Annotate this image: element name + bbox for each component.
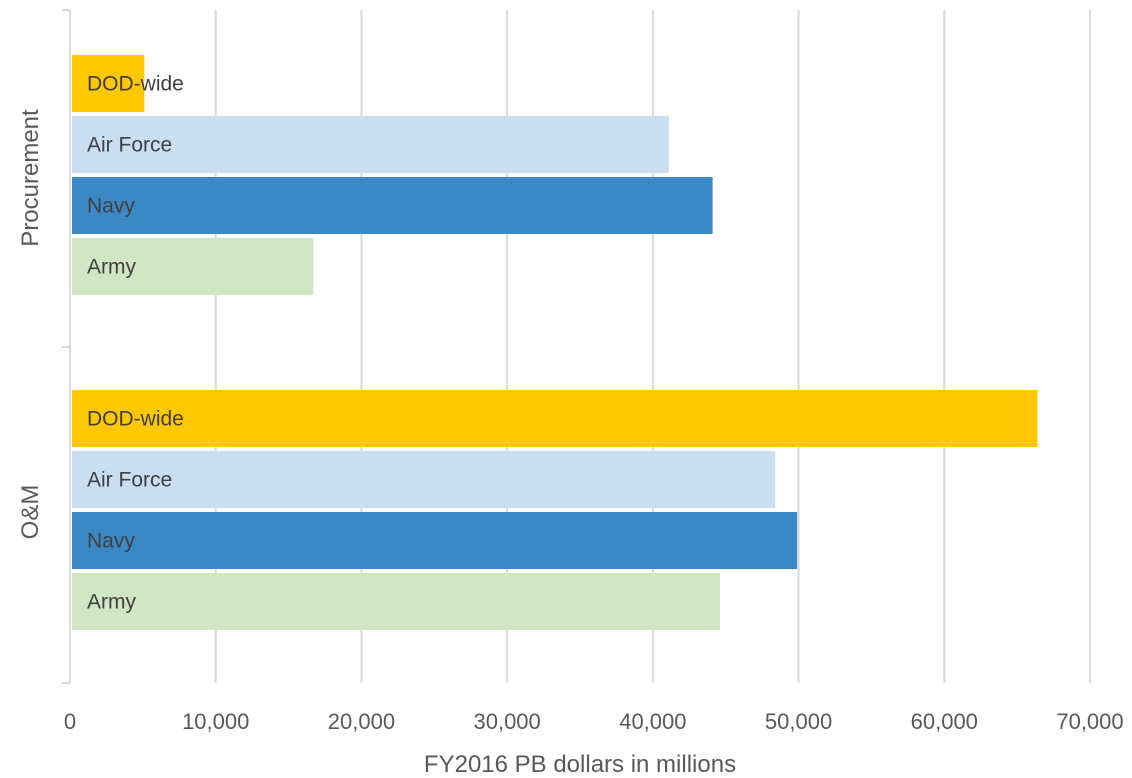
bar-label: Air Force — [87, 134, 172, 157]
group-labels: Procurement O&M — [17, 109, 44, 539]
bar-procurement-dod-wide — [72, 55, 145, 112]
bar-procurement-navy — [72, 177, 713, 234]
x-tick-label: 20,000 — [328, 709, 395, 734]
group-label-o-m: O&M — [17, 485, 44, 540]
bar-label: Navy — [87, 530, 135, 553]
bar-o-m-air-force — [72, 451, 776, 508]
group-label-procurement: Procurement — [17, 109, 44, 247]
bar-procurement-army — [72, 238, 314, 295]
bars — [72, 55, 1038, 630]
x-tick-label: 10,000 — [182, 709, 249, 734]
x-tick-labels: 0 10,000 20,000 30,000 40,000 50,000 60,000 70,… — [64, 709, 1124, 734]
x-tick-label: 70,000 — [1056, 709, 1123, 734]
bar-label: Air Force — [87, 469, 172, 492]
bar-label: Army — [87, 256, 136, 279]
bar-label: DOD-wide — [87, 408, 184, 431]
x-tick-label: 60,000 — [911, 709, 978, 734]
x-axis-title: FY2016 PB dollars in millions — [424, 751, 736, 778]
x-tick-label: 50,000 — [765, 709, 832, 734]
x-tick-label: 0 — [64, 709, 76, 734]
x-tick-label: 40,000 — [619, 709, 686, 734]
bar-labels: DOD-wide Air Force Navy Army DOD-wide Air For… — [87, 73, 184, 614]
bar-o-m-navy — [72, 512, 798, 569]
bar-label: DOD-wide — [87, 73, 184, 96]
x-tick-label: 30,000 — [473, 709, 540, 734]
bar-o-m-dod-wide — [72, 390, 1038, 447]
bar-o-m-army — [72, 573, 720, 630]
bar-label: Army — [87, 591, 136, 614]
bar-procurement-air-force — [72, 116, 669, 173]
bar-label: Navy — [87, 195, 135, 218]
category-axis — [62, 9, 71, 684]
